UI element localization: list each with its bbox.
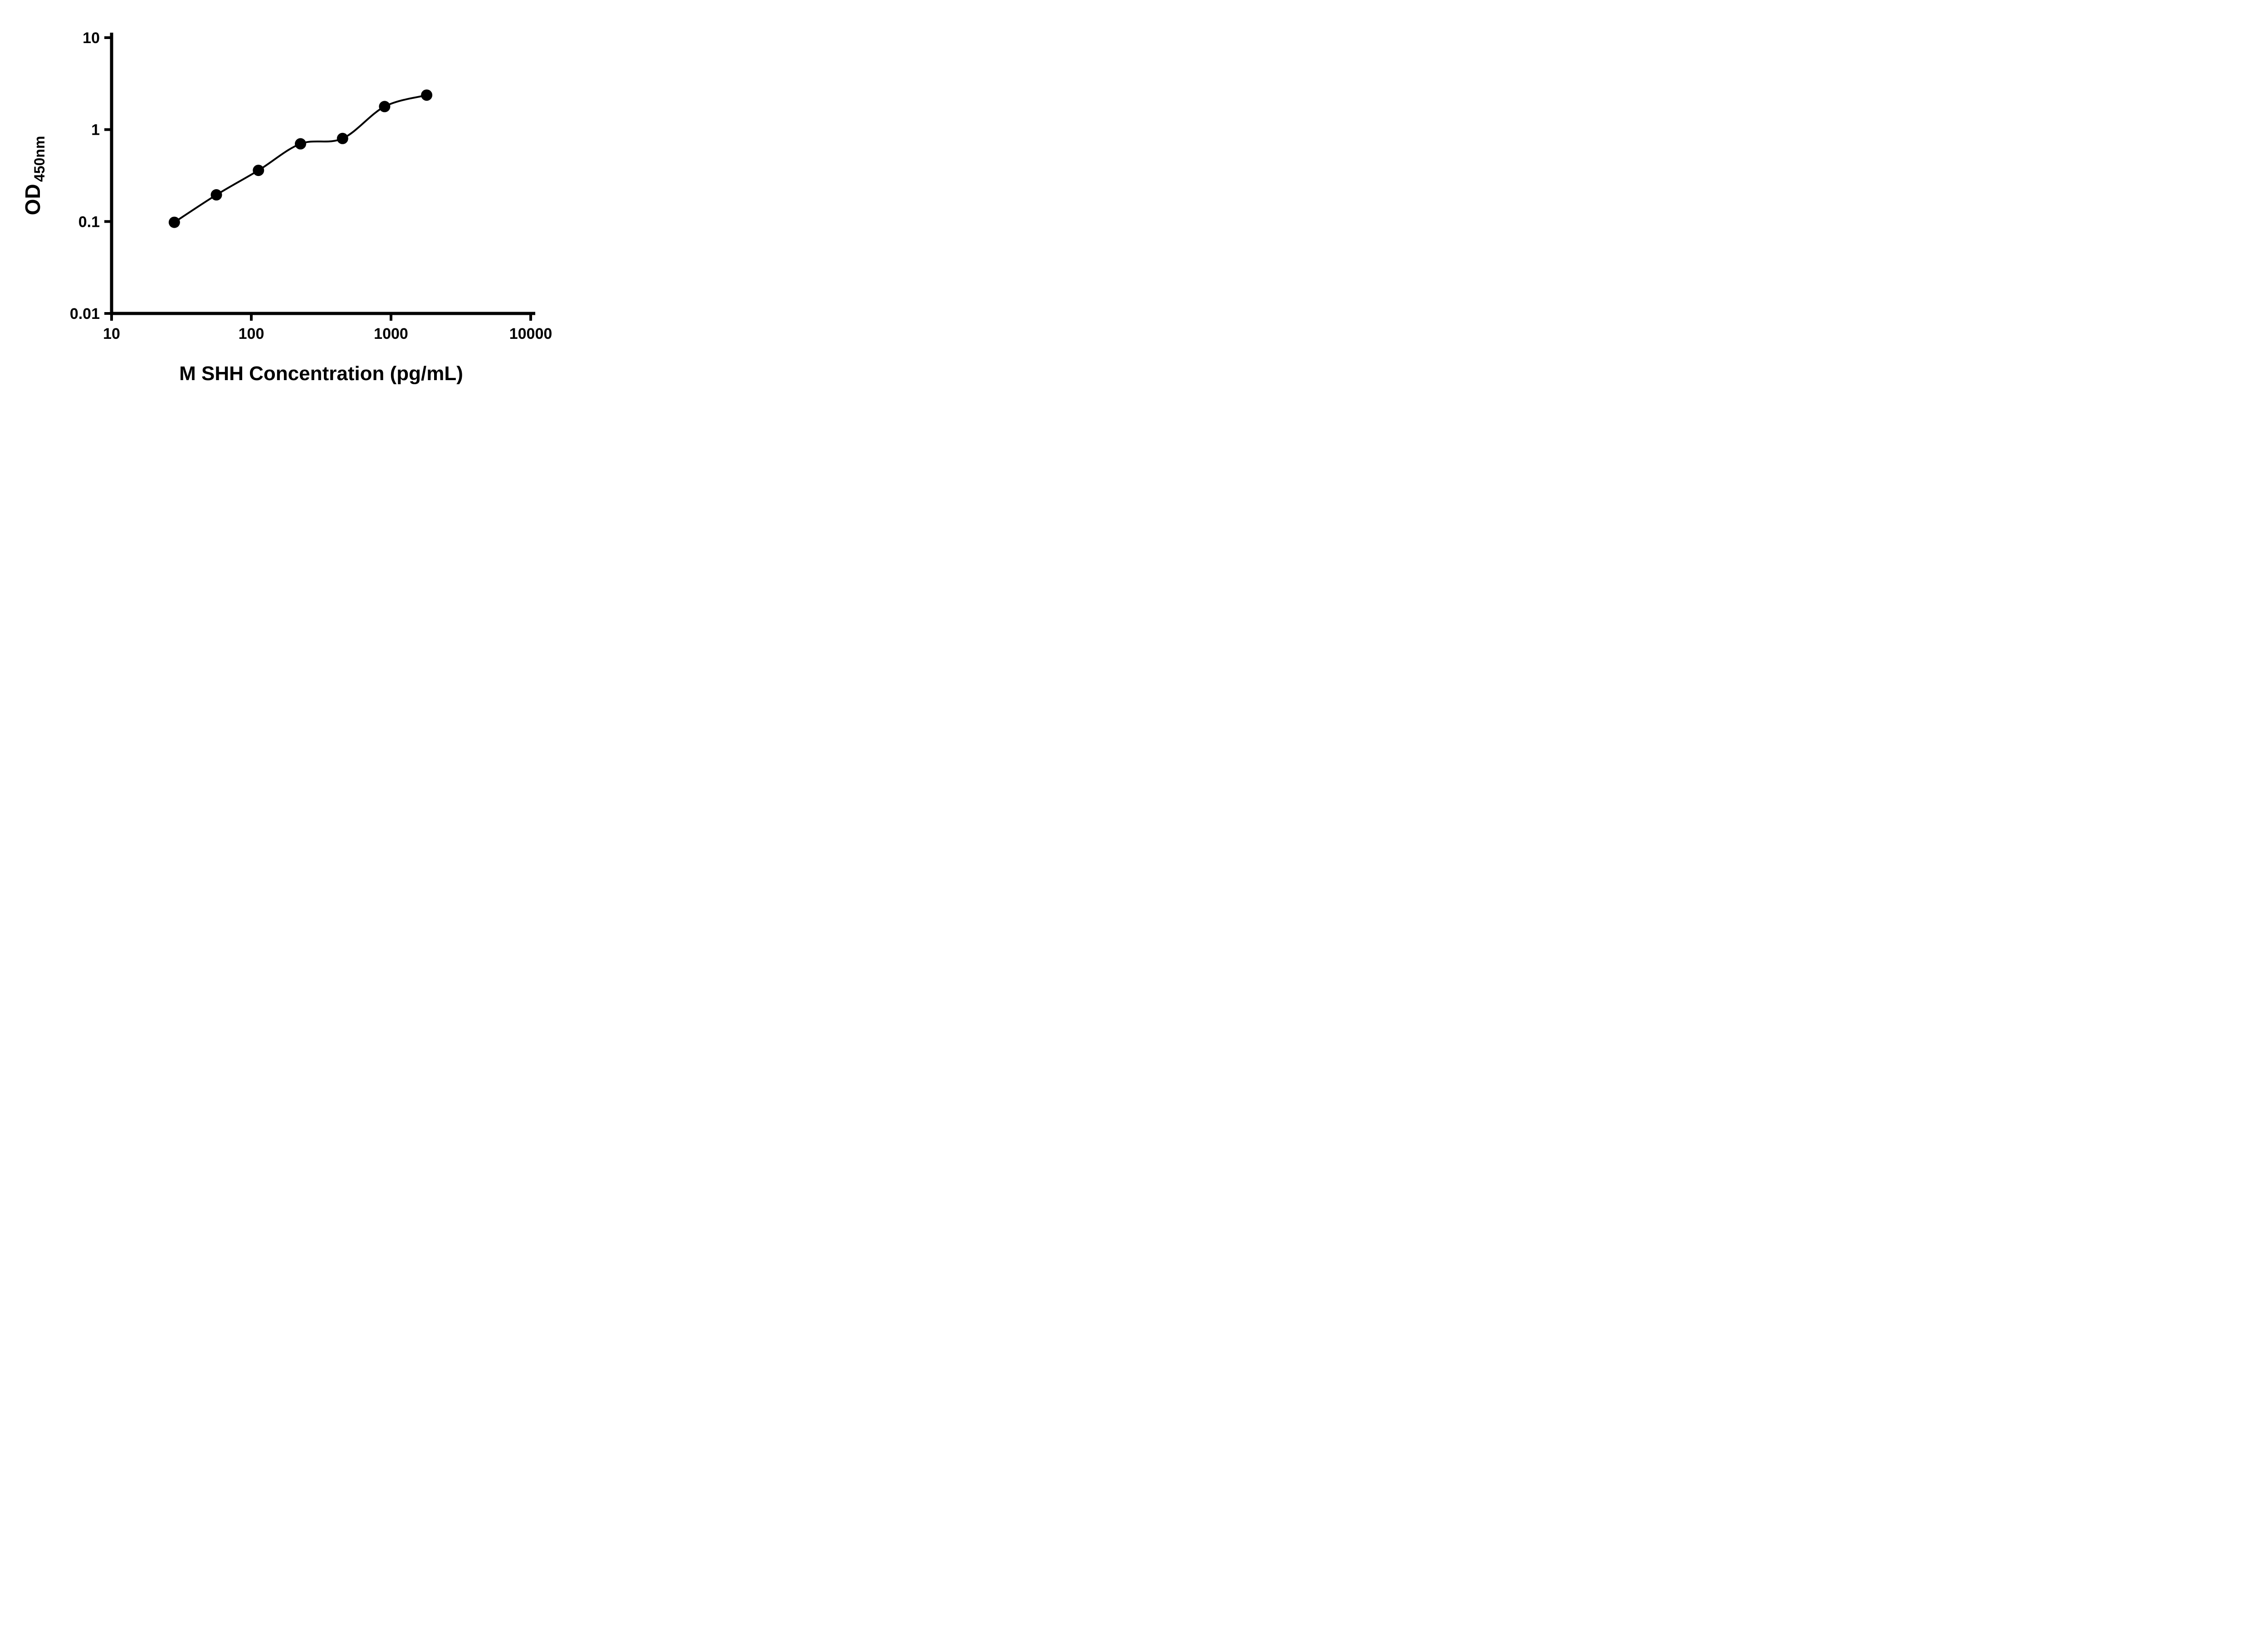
data-point-marker bbox=[421, 89, 433, 101]
plot-area: 10 100 1000 10000 0.01 0.1 1 10 bbox=[70, 29, 552, 342]
y-tick-label: 0.01 bbox=[70, 305, 100, 323]
data-point-marker bbox=[379, 101, 391, 112]
y-tick-label: 0.1 bbox=[78, 213, 100, 230]
data-point-marker bbox=[253, 165, 264, 176]
x-tick-label: 10 bbox=[103, 325, 120, 342]
y-axis-title-subscript: 450nm bbox=[31, 136, 48, 182]
axis-lines bbox=[110, 33, 535, 315]
data-point-marker bbox=[337, 132, 348, 144]
y-axis-title-main: OD bbox=[21, 184, 44, 215]
x-axis-ticks bbox=[110, 313, 532, 321]
x-axis-tick-labels: 10 100 1000 10000 bbox=[103, 325, 552, 342]
x-tick-label: 10000 bbox=[509, 325, 552, 342]
y-axis-tick-labels: 0.01 0.1 1 10 bbox=[70, 29, 100, 323]
data-points bbox=[168, 89, 433, 228]
data-point-marker bbox=[168, 216, 180, 228]
x-tick-label: 100 bbox=[239, 325, 264, 342]
y-axis-ticks bbox=[104, 36, 112, 315]
x-tick-label: 1000 bbox=[374, 325, 408, 342]
fit-curve bbox=[174, 94, 427, 223]
data-point-marker bbox=[294, 138, 306, 150]
y-tick-label: 10 bbox=[83, 29, 100, 47]
y-axis-title: OD 450nm bbox=[21, 136, 48, 215]
elisa-standard-curve-figure: 10 100 1000 10000 0.01 0.1 1 10 M SHH Concentr… bbox=[0, 0, 583, 408]
x-axis-title: M SHH Concentration (pg/mL) bbox=[179, 362, 463, 385]
y-tick-label: 1 bbox=[91, 122, 100, 139]
data-point-marker bbox=[210, 189, 222, 201]
chart-canvas: 10 100 1000 10000 0.01 0.1 1 10 M SHH Concentr… bbox=[21, 29, 552, 385]
